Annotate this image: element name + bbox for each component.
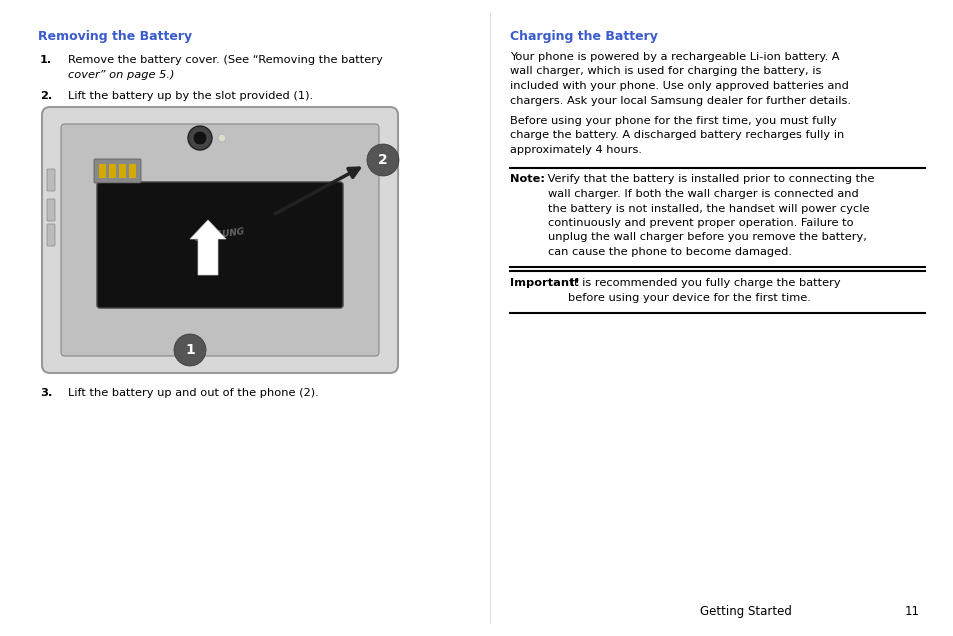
- Text: 2.: 2.: [40, 91, 52, 101]
- Circle shape: [193, 131, 207, 145]
- Bar: [99, 164, 106, 178]
- Text: cover” on page 5.): cover” on page 5.): [68, 70, 174, 80]
- Text: Getting Started: Getting Started: [700, 605, 791, 618]
- Text: Your phone is powered by a rechargeable Li-ion battery. A: Your phone is powered by a rechargeable …: [510, 52, 839, 62]
- Text: Removing the Battery: Removing the Battery: [38, 30, 192, 43]
- Text: 3.: 3.: [40, 388, 52, 398]
- Text: approximately 4 hours.: approximately 4 hours.: [510, 145, 641, 155]
- Text: Important!: Important!: [510, 279, 579, 289]
- Text: before using your device for the first time.: before using your device for the first t…: [567, 293, 810, 303]
- Text: Remove the battery cover. (See “Removing the battery: Remove the battery cover. (See “Removing…: [68, 55, 382, 65]
- FancyBboxPatch shape: [42, 107, 397, 373]
- FancyBboxPatch shape: [47, 169, 55, 191]
- Bar: [129, 164, 136, 178]
- Text: chargers. Ask your local Samsung dealer for further details.: chargers. Ask your local Samsung dealer …: [510, 95, 850, 106]
- Text: Lift the battery up and out of the phone (2).: Lift the battery up and out of the phone…: [68, 388, 318, 398]
- Text: It is recommended you fully charge the battery: It is recommended you fully charge the b…: [566, 279, 840, 289]
- Circle shape: [188, 126, 212, 150]
- Text: wall charger. If both the wall charger is connected and: wall charger. If both the wall charger i…: [547, 189, 858, 199]
- Circle shape: [367, 144, 398, 176]
- Text: wall charger, which is used for charging the battery, is: wall charger, which is used for charging…: [510, 67, 821, 76]
- Text: charge the battery. A discharged battery recharges fully in: charge the battery. A discharged battery…: [510, 130, 843, 141]
- Text: 11: 11: [904, 605, 919, 618]
- Text: the battery is not installed, the handset will power cycle: the battery is not installed, the handse…: [547, 204, 868, 214]
- Text: SAMSUNG: SAMSUNG: [193, 228, 246, 244]
- Text: 1: 1: [185, 343, 194, 357]
- FancyBboxPatch shape: [61, 124, 378, 356]
- Text: can cause the phone to become damaged.: can cause the phone to become damaged.: [547, 247, 791, 257]
- Text: Charging the Battery: Charging the Battery: [510, 30, 658, 43]
- Polygon shape: [190, 220, 226, 275]
- Circle shape: [173, 334, 206, 366]
- Text: 1.: 1.: [40, 55, 52, 65]
- Text: 2: 2: [377, 153, 388, 167]
- Bar: [119, 164, 126, 178]
- Circle shape: [218, 134, 226, 142]
- Text: included with your phone. Use only approved batteries and: included with your phone. Use only appro…: [510, 81, 848, 91]
- Text: continuously and prevent proper operation. Failure to: continuously and prevent proper operatio…: [547, 218, 853, 228]
- Text: Before using your phone for the first time, you must fully: Before using your phone for the first ti…: [510, 116, 836, 126]
- Text: Lift the battery up by the slot provided (1).: Lift the battery up by the slot provided…: [68, 91, 313, 101]
- FancyBboxPatch shape: [94, 159, 141, 183]
- FancyBboxPatch shape: [97, 182, 343, 308]
- Bar: [109, 164, 116, 178]
- Text: Note:: Note:: [510, 174, 544, 184]
- Text: Verify that the battery is installed prior to connecting the: Verify that the battery is installed pri…: [543, 174, 874, 184]
- FancyBboxPatch shape: [47, 224, 55, 246]
- FancyBboxPatch shape: [47, 199, 55, 221]
- Text: unplug the wall charger before you remove the battery,: unplug the wall charger before you remov…: [547, 233, 866, 242]
